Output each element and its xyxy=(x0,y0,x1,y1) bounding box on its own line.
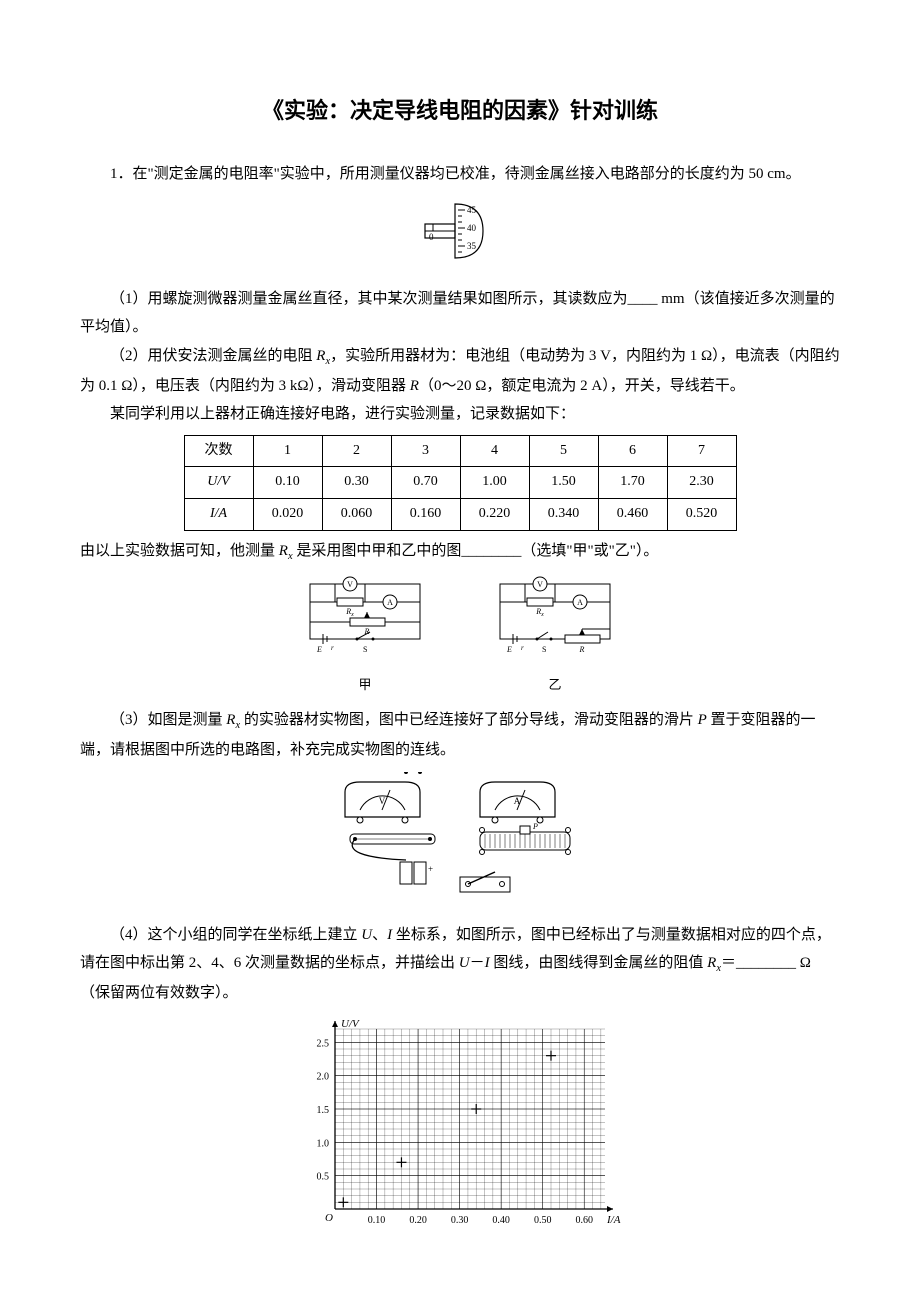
svg-text:E: E xyxy=(316,645,322,654)
ui-chart-svg: U/V I/A O 0.5 1.0 1.5 2.0 2.5 0.10 0.20 0.30 0.40 0.… xyxy=(295,1014,625,1234)
q1-2-line: 某同学利用以上器材正确连接好电路，进行实验测量，记录数据如下： xyxy=(80,400,840,429)
svg-text:0.50: 0.50 xyxy=(534,1215,552,1226)
svg-text:0.30: 0.30 xyxy=(451,1215,469,1226)
q1-2-after: 由以上实验数据可知，他测量 Rx 是采用图中甲和乙中的图________（选填"… xyxy=(80,537,840,567)
q1-4: （4）这个小组的同学在坐标纸上建立 U、I 坐标系，如图所示，图中已经标出了与测… xyxy=(80,921,840,1008)
svg-text:0.40: 0.40 xyxy=(492,1215,510,1226)
circuit-right-label: 乙 xyxy=(485,673,625,698)
svg-text:Rx: Rx xyxy=(345,607,354,618)
data-table: 次数 1 2 3 4 5 6 7 U/V 0.10 0.30 0.70 1.00… xyxy=(184,435,737,531)
svg-text:40: 40 xyxy=(467,223,477,233)
svg-text:1.0: 1.0 xyxy=(317,1138,330,1149)
svg-text:E: E xyxy=(506,645,512,654)
svg-text:A: A xyxy=(577,598,583,607)
svg-text:0.60: 0.60 xyxy=(575,1215,593,1226)
q1-3: （3）如图是测量 Rx 的实验器材实物图，图中已经连接好了部分导线，滑动变阻器的… xyxy=(80,706,840,764)
svg-text:V: V xyxy=(347,580,353,589)
table-i-row: I/A 0.020 0.060 0.160 0.220 0.340 0.460 … xyxy=(184,498,736,530)
q1-1: （1）用螺旋测微器测量金属丝直径，其中某次测量结果如图所示，其读数应为____ … xyxy=(80,285,840,342)
micrometer-main: 0 xyxy=(429,232,434,242)
svg-text:S: S xyxy=(542,645,546,654)
svg-text:r: r xyxy=(521,644,524,652)
q1-2: （2）用伏安法测金属丝的电阻 Rx，实验所用器材为：电池组（电动势为 3 V，内… xyxy=(80,342,840,400)
svg-text:2.5: 2.5 xyxy=(317,1038,330,1049)
table-header-row: 次数 1 2 3 4 5 6 7 xyxy=(184,435,736,467)
svg-text:r: r xyxy=(331,644,334,652)
circuit-left: V Rx A R E r S 甲 xyxy=(295,574,435,697)
table-u-row: U/V 0.10 0.30 0.70 1.00 1.50 1.70 2.30 xyxy=(184,467,736,499)
svg-text:P: P xyxy=(532,822,538,831)
svg-text:V: V xyxy=(379,796,386,806)
circuit-right: V Rx A E r S R 乙 xyxy=(485,574,625,697)
q1-intro: 1．在"测定金属的电阻率"实验中，所用测量仪器均已校准，待测金属丝接入电路部分的… xyxy=(80,160,840,189)
svg-text:Rx: Rx xyxy=(535,607,544,618)
svg-text:35: 35 xyxy=(467,241,477,251)
svg-text:S: S xyxy=(363,645,367,654)
svg-text:A: A xyxy=(387,598,393,607)
svg-text:V: V xyxy=(537,580,543,589)
svg-text:0.20: 0.20 xyxy=(409,1215,427,1226)
svg-text:A: A xyxy=(514,796,521,806)
svg-text:1.5: 1.5 xyxy=(317,1105,330,1116)
svg-text:0.5: 0.5 xyxy=(317,1171,330,1182)
circuit-figures: V Rx A R E r S 甲 xyxy=(80,574,840,697)
svg-text:U/V: U/V xyxy=(341,1018,360,1030)
micrometer-figure: 0 45 40 35 xyxy=(80,196,840,277)
svg-text:I/A: I/A xyxy=(606,1214,621,1226)
svg-text:+: + xyxy=(428,864,433,874)
apparatus-figure: V A P xyxy=(80,772,840,913)
page-title: 《实验：决定导线电阻的因素》针对训练 xyxy=(80,90,840,132)
svg-text:2.0: 2.0 xyxy=(317,1071,330,1082)
svg-text:0.10: 0.10 xyxy=(368,1215,386,1226)
svg-text:O: O xyxy=(325,1212,333,1224)
ui-chart: U/V I/A O 0.5 1.0 1.5 2.0 2.5 0.10 0.20 0.30 0.40 0.… xyxy=(80,1014,840,1245)
svg-text:45: 45 xyxy=(467,205,477,215)
svg-text:R: R xyxy=(579,645,585,654)
circuit-left-label: 甲 xyxy=(295,673,435,698)
